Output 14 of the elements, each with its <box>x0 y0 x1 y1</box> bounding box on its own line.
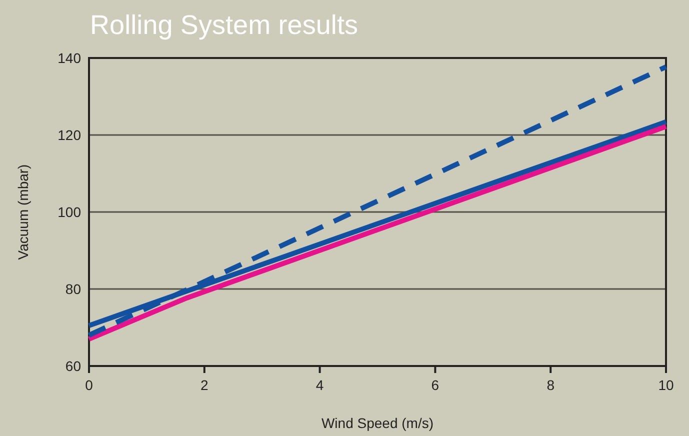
y-tick-label: 80 <box>65 281 82 297</box>
y-tick-label: 120 <box>58 127 82 143</box>
y-tick-label: 100 <box>58 204 82 220</box>
x-tick-label: 2 <box>200 377 208 393</box>
x-tick-label: 8 <box>546 377 555 393</box>
x-tick-label: 10 <box>658 377 674 393</box>
y-tick-label: 60 <box>65 358 82 374</box>
x-tick-label: 4 <box>316 377 324 393</box>
x-tick-label: 0 <box>85 377 94 393</box>
x-tick-label: 6 <box>431 377 440 393</box>
x-axis-title: Wind Speed (m/s) <box>321 415 434 431</box>
y-axis-title: Vacuum (mbar) <box>15 164 31 260</box>
y-tick-label: 140 <box>58 50 82 66</box>
chart-title: Rolling System results <box>90 10 358 40</box>
